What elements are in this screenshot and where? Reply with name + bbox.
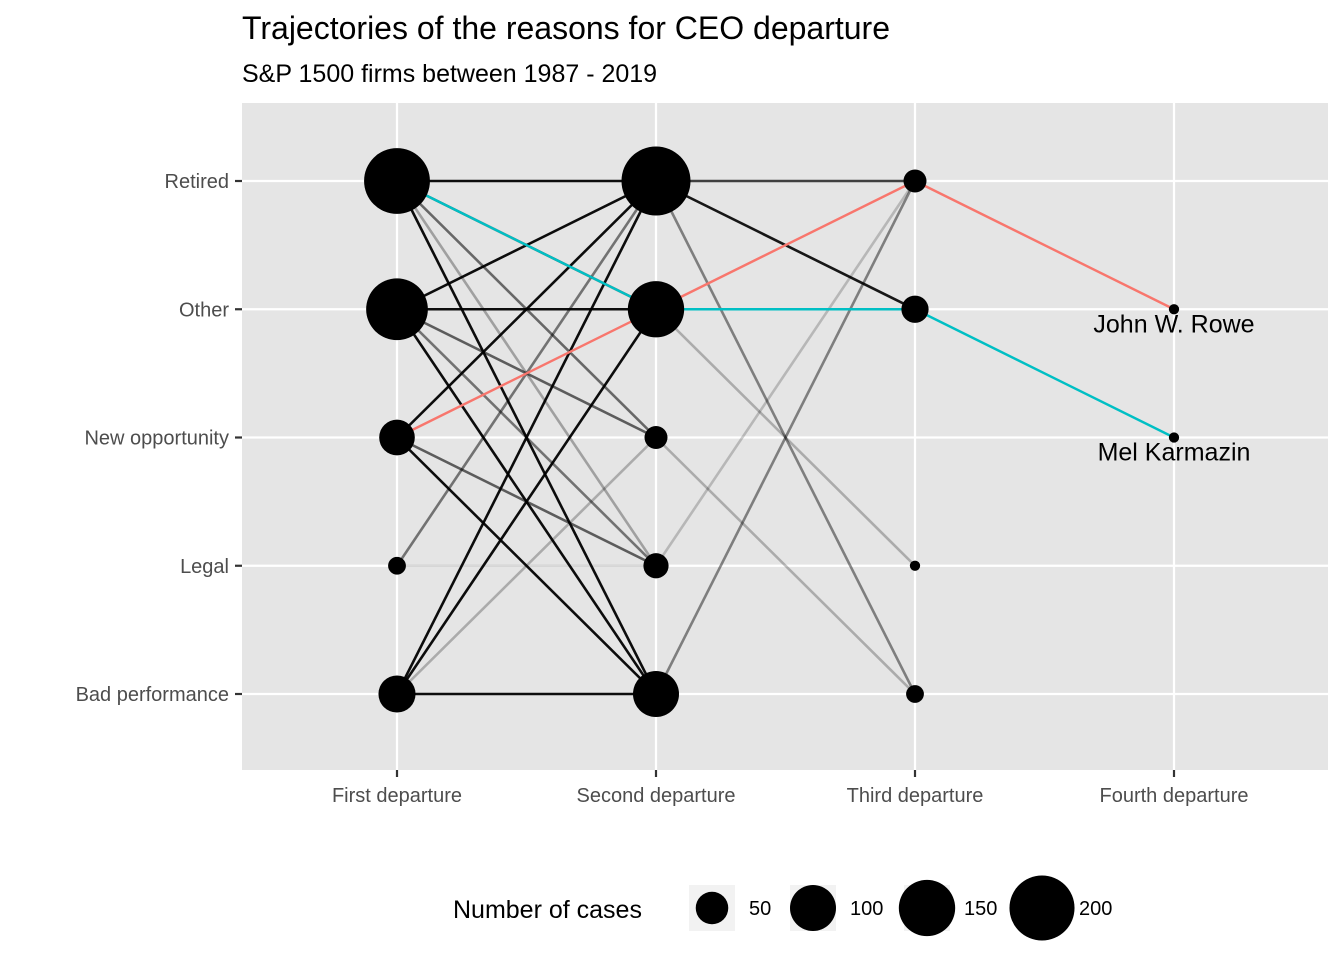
trajectory-link: [654, 180, 917, 695]
case-point: [901, 295, 929, 323]
y-tick-label: Other: [179, 299, 229, 321]
legend-size-point: [1009, 875, 1075, 941]
legend-label: 150: [964, 898, 997, 920]
trajectory-link: [396, 436, 657, 695]
case-point: [378, 675, 416, 713]
trajectory-link: [655, 436, 916, 695]
trajectory-link: [654, 180, 917, 567]
case-point: [364, 148, 430, 214]
y-tick-label: Bad performance: [76, 684, 229, 706]
highlight-trajectory: [396, 179, 1175, 439]
case-point: [388, 556, 406, 575]
chart-title: Trajectories of the reasons for CEO depa…: [242, 10, 890, 46]
case-point: [627, 281, 685, 338]
legend-label: 200: [1079, 898, 1112, 920]
x-tick-label: First departure: [332, 785, 462, 807]
y-axis: Bad performance Legal New opportunity Other…: [76, 171, 242, 706]
trajectory-link: [396, 180, 657, 439]
trajectory-link: [396, 436, 657, 695]
x-tick-label: Second departure: [576, 785, 735, 807]
trajectory-link: [395, 308, 658, 695]
case-point: [633, 671, 679, 717]
x-tick-label: Third departure: [847, 785, 984, 807]
legend-label: 100: [850, 898, 883, 920]
x-axis: First departure Second departure Third dep…: [332, 770, 1249, 807]
x-tick-label: Fourth departure: [1100, 785, 1249, 807]
case-point: [1168, 432, 1180, 443]
legend-label: 50: [749, 898, 771, 920]
legend-title: Number of cases: [453, 896, 642, 924]
legend-size-point: [790, 885, 836, 931]
case-point: [644, 426, 668, 449]
case-point: [366, 278, 428, 341]
y-tick-label: New opportunity: [84, 428, 229, 450]
trajectory-labels: John W. Rowe Mel Karmazin: [1093, 310, 1254, 466]
y-tick-label: Legal: [180, 556, 229, 578]
trajectory-link: [655, 308, 916, 567]
trajectory-link: [654, 180, 917, 695]
case-point: [643, 553, 669, 579]
legend-size-point: [695, 891, 729, 925]
y-tick-label: Retired: [165, 171, 229, 193]
case-point: [903, 169, 927, 193]
legend-size-point: [898, 879, 956, 937]
trajectory-name-label: Mel Karmazin: [1098, 439, 1251, 467]
chart-subtitle: S&P 1500 firms between 1987 - 2019: [242, 60, 657, 88]
trajectory-name-label: John W. Rowe: [1093, 310, 1254, 338]
trajectory-link: [395, 180, 658, 695]
case-points: [364, 146, 1180, 717]
case-point: [621, 146, 691, 216]
case-point: [1168, 304, 1180, 315]
case-point: [909, 560, 921, 571]
case-point: [906, 685, 924, 703]
highlight-trajectory: [396, 179, 1175, 439]
legend: Number of cases 50 100 150 200: [453, 875, 1112, 941]
highlighted-trajectories: [396, 179, 1175, 439]
case-point: [379, 419, 415, 456]
